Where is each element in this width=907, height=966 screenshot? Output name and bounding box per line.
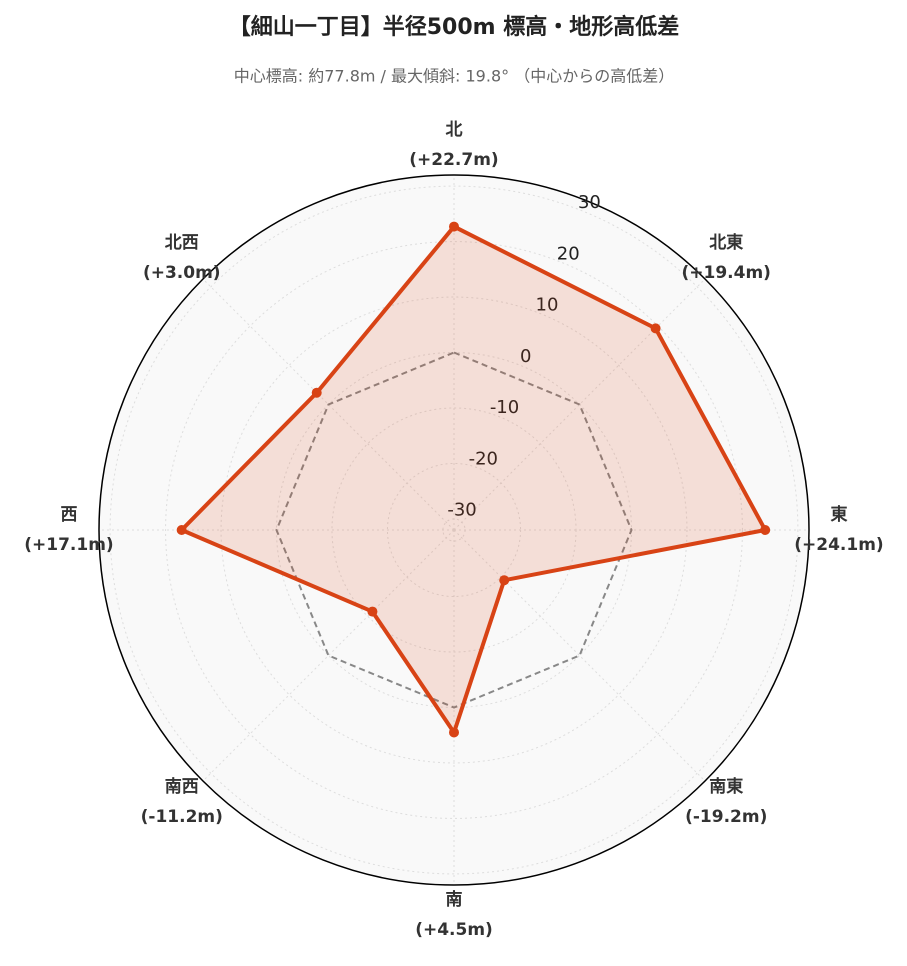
r-tick-label: 0 bbox=[520, 346, 531, 367]
r-tick-label: -30 bbox=[447, 500, 476, 521]
grid-circle bbox=[109, 185, 799, 875]
value-label: (-11.2m) bbox=[141, 807, 223, 827]
spoke bbox=[202, 529, 455, 782]
category-label: 西 bbox=[61, 505, 78, 525]
category-label: 北東 bbox=[709, 232, 743, 253]
value-label: (+19.4m) bbox=[682, 263, 771, 283]
grid-circle bbox=[165, 241, 743, 819]
data-point bbox=[760, 525, 771, 535]
outer-circle bbox=[98, 174, 810, 886]
reference-line bbox=[275, 351, 633, 709]
r-tick-label: -10 bbox=[490, 397, 519, 418]
chart-title: 【細山一丁目】半径500m 標高・地形高低差 bbox=[229, 14, 680, 40]
value-label: (+17.1m) bbox=[24, 535, 113, 555]
data-point bbox=[449, 727, 459, 738]
data-point bbox=[311, 387, 322, 398]
category-label: 南東 bbox=[709, 776, 743, 797]
data-point bbox=[650, 323, 661, 334]
spoke bbox=[202, 278, 455, 531]
category-label: 南西 bbox=[165, 776, 199, 797]
r-tick-label: -20 bbox=[469, 448, 498, 469]
grid-circle bbox=[331, 407, 577, 653]
value-label: (-19.2m) bbox=[685, 807, 767, 827]
r-tick-label: 20 bbox=[557, 243, 580, 264]
data-point bbox=[499, 575, 510, 586]
grid-circle bbox=[220, 296, 688, 764]
category-label: 南 bbox=[446, 889, 463, 910]
category-label: 北西 bbox=[165, 233, 199, 253]
spoke bbox=[453, 278, 706, 531]
value-label: (+4.5m) bbox=[415, 920, 493, 940]
category-label: 東 bbox=[831, 504, 848, 525]
value-label: (+3.0m) bbox=[143, 263, 221, 283]
r-tick-label: 10 bbox=[536, 295, 559, 316]
value-label: (+22.7m) bbox=[409, 150, 498, 170]
chart-subtitle: 中心標高: 約77.8m / 最大傾斜: 19.8° （中心からの高低差） bbox=[234, 67, 674, 86]
data-point bbox=[367, 606, 378, 617]
category-label: 北 bbox=[446, 120, 463, 140]
value-label: (+24.1m) bbox=[794, 535, 883, 555]
data-point bbox=[176, 525, 187, 535]
r-tick-label: 30 bbox=[578, 192, 601, 213]
data-point bbox=[449, 221, 459, 232]
spoke bbox=[453, 529, 706, 782]
